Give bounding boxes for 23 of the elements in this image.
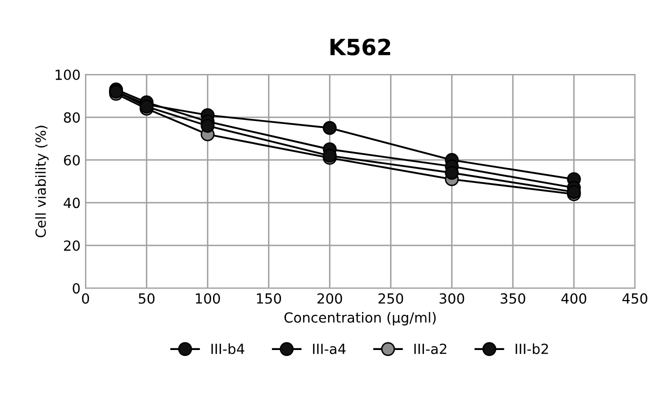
x-tick-label: 150 bbox=[256, 293, 282, 304]
x-tick-label: 50 bbox=[138, 293, 154, 304]
chart-title: K562 bbox=[330, 38, 390, 56]
x-tick-label: 100 bbox=[196, 293, 220, 304]
y-tick-label: 100 bbox=[56, 70, 80, 80]
y-tick-label: 20 bbox=[64, 240, 80, 251]
y-tick-label: 60 bbox=[64, 154, 80, 166]
x-tick-label: 250 bbox=[378, 293, 404, 304]
x-tick-label: 400 bbox=[561, 293, 586, 304]
y-tick-label: 80 bbox=[64, 112, 80, 123]
legend-label: III-b4 bbox=[211, 343, 244, 354]
y-tick-label: 0 bbox=[72, 283, 80, 294]
legend-label: III-b2 bbox=[516, 343, 548, 354]
x-tick-label: 0 bbox=[82, 293, 90, 304]
x-tick-label: 300 bbox=[440, 293, 464, 304]
x-axis-title: Concentration (µg/ml) bbox=[284, 312, 436, 326]
legend-label: III-a4 bbox=[313, 344, 346, 354]
x-tick-label: 200 bbox=[317, 293, 342, 304]
legend-label: III-a2 bbox=[414, 344, 446, 354]
y-axis-title: Cell viability (%) bbox=[35, 126, 49, 238]
x-tick-label: 350 bbox=[500, 293, 526, 304]
x-tick-label: 450 bbox=[622, 293, 648, 304]
y-tick-label: 40 bbox=[64, 198, 80, 208]
